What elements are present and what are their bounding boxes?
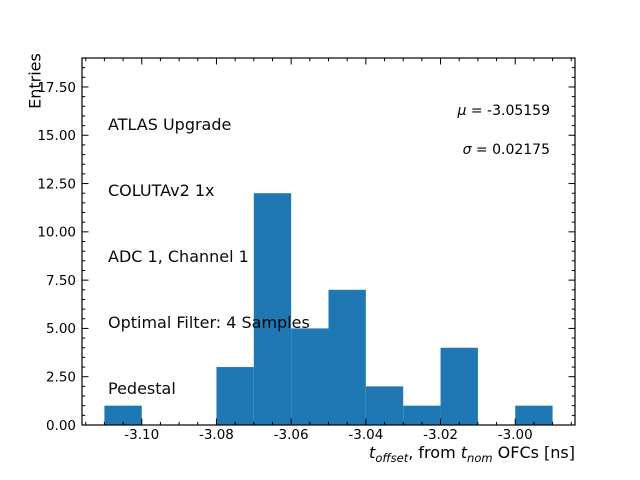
mu-symbol: μ xyxy=(457,103,467,119)
x-axis-label: toffset, from tnom OFCs [ns] xyxy=(369,443,575,466)
y-axis-label: Entries xyxy=(25,53,45,109)
sigma-value: = 0.02175 xyxy=(471,142,550,158)
y-tick-label: 15.00 xyxy=(37,128,76,144)
x-tick-label: -3.10 xyxy=(124,427,159,443)
annotation-text-block: ATLAS Upgrade COLUTAv2 1x ADC 1, Channel… xyxy=(108,70,310,444)
x-label-sub1: offset xyxy=(375,451,409,466)
histogram-bar xyxy=(515,405,553,425)
histogram-bar xyxy=(328,289,366,425)
y-tick-label: 10.00 xyxy=(37,225,76,241)
y-tick-label: 5.00 xyxy=(46,321,76,337)
histogram-bar xyxy=(403,405,441,425)
x-tick-label: -3.08 xyxy=(199,427,234,443)
y-tick-label: 7.50 xyxy=(46,273,76,289)
annotation-line: Optimal Filter: 4 Samples xyxy=(108,313,310,332)
histogram-bar xyxy=(365,386,404,425)
y-tick-label: 17.50 xyxy=(37,80,76,96)
x-label-sub2: nom xyxy=(467,451,493,466)
y-tick-label: 0.00 xyxy=(46,418,76,434)
annotation-line: ADC 1, Channel 1 xyxy=(108,247,249,266)
histogram-bar xyxy=(440,347,478,425)
x-label-t2: t xyxy=(460,443,468,462)
annotation-line: ATLAS Upgrade xyxy=(108,115,232,134)
x-label-tail: OFCs [ns] xyxy=(492,443,575,462)
mu-value: = -3.05159 xyxy=(466,103,550,119)
sigma-annotation: σ = 0.02175 xyxy=(463,142,550,158)
x-tick-label: -3.04 xyxy=(348,427,383,443)
mu-annotation: μ = -3.05159 xyxy=(458,103,551,119)
histogram-bar xyxy=(253,193,292,425)
y-tick-label: 12.50 xyxy=(37,176,76,192)
annotation-line: COLUTAv2 1x xyxy=(108,181,215,200)
annotation-line: Pedestal xyxy=(108,379,176,398)
x-label-t1: t xyxy=(369,443,376,462)
sigma-symbol: σ xyxy=(462,142,472,158)
histogram-bar xyxy=(104,405,142,425)
histogram-bar xyxy=(291,328,329,425)
x-tick-label: -3.02 xyxy=(423,427,458,443)
histogram-bar xyxy=(216,367,254,425)
y-tick-label: 2.50 xyxy=(46,370,76,386)
x-tick-label: -3.00 xyxy=(498,427,533,443)
x-label-mid: , from xyxy=(408,443,461,462)
x-tick-label: -3.06 xyxy=(274,427,309,443)
